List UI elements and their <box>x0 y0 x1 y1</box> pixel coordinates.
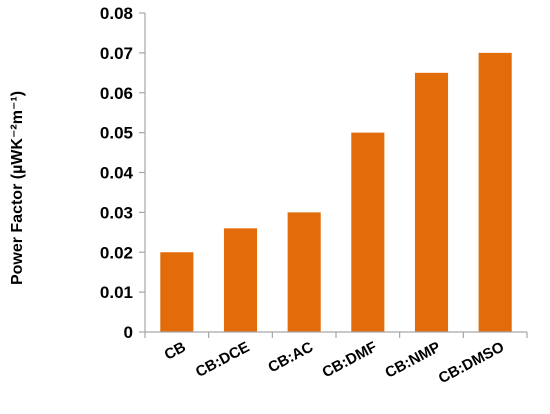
x-category-label: CB:NMP <box>382 339 443 382</box>
y-tick-label: 0 <box>124 323 133 342</box>
y-tick-label: 0.03 <box>100 203 133 222</box>
y-tick-label: 0.06 <box>100 84 133 103</box>
bar-cb-dmf <box>351 132 385 332</box>
x-category-label: CB:AC <box>265 338 316 376</box>
bar-cb-ac <box>287 212 321 332</box>
bar-cb <box>160 252 194 332</box>
bars-layer <box>160 52 512 332</box>
y-axis-ticks: 0 0.01 0.02 0.03 0.04 0.05 0.06 0.07 0.08 <box>100 4 145 342</box>
x-category-label: CB:DCE <box>193 339 252 381</box>
y-tick-label: 0.01 <box>100 283 133 302</box>
y-tick-label: 0.04 <box>100 164 134 183</box>
y-tick-label: 0.05 <box>100 124 133 143</box>
x-category-label: CB:DMF <box>319 339 379 382</box>
x-category-label: CB <box>162 338 189 363</box>
y-tick-label: 0.08 <box>100 4 133 23</box>
x-category-label: CB:DMSO <box>436 338 508 387</box>
bar-cb-dce <box>223 228 258 332</box>
y-tick-label: 0.07 <box>100 44 133 63</box>
y-axis-title: Power Factor (µWK⁻²m⁻¹) <box>9 91 26 285</box>
bar-cb-nmp <box>414 72 449 332</box>
bar-cb-dmso <box>478 52 512 332</box>
y-tick-label: 0.02 <box>100 243 133 262</box>
